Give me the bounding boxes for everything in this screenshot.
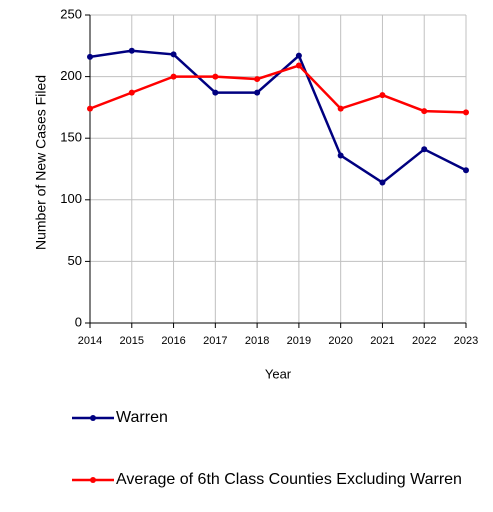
y-tick-label: 100 bbox=[60, 191, 82, 206]
legend-icon bbox=[72, 477, 114, 483]
x-tick-label: 2020 bbox=[328, 335, 352, 347]
data-point bbox=[87, 105, 93, 112]
legend-entry: Average of 6th Class Counties Excluding … bbox=[72, 470, 491, 490]
data-point bbox=[379, 92, 386, 99]
data-point bbox=[421, 146, 428, 153]
y-tick-label: 250 bbox=[60, 6, 82, 21]
x-tick-label: 2017 bbox=[203, 335, 227, 347]
data-point bbox=[170, 51, 177, 58]
y-tick-label: 150 bbox=[60, 130, 82, 145]
data-point bbox=[170, 73, 177, 80]
x-tick-label: 2022 bbox=[412, 335, 436, 347]
data-point bbox=[421, 108, 428, 115]
data-point bbox=[212, 89, 219, 96]
x-tick-label: 2015 bbox=[120, 335, 144, 347]
y-tick-label: 50 bbox=[68, 253, 82, 268]
x-tick-label: 2019 bbox=[287, 335, 311, 347]
y-tick-label: 0 bbox=[75, 314, 82, 329]
x-tick-label: 2018 bbox=[245, 335, 269, 347]
data-point bbox=[212, 73, 219, 80]
data-point bbox=[254, 89, 261, 96]
data-point bbox=[463, 167, 469, 174]
legend-marker bbox=[90, 477, 96, 483]
legend-marker bbox=[90, 415, 96, 421]
x-tick-label: 2016 bbox=[161, 335, 185, 347]
x-tick-label: 2023 bbox=[454, 335, 478, 347]
data-point bbox=[295, 52, 302, 59]
data-point bbox=[379, 179, 386, 186]
series-line bbox=[89, 49, 467, 185]
y-axis-label: Number of New Cases Filed bbox=[32, 74, 49, 251]
legend-label: Warren bbox=[116, 409, 168, 426]
x-axis-label: Year bbox=[265, 366, 292, 381]
data-point bbox=[128, 47, 135, 54]
chart: Year 0 50 100 150 200 250 2014 2015 2016 2017 2018… bbox=[60, 6, 478, 381]
x-tick-label: 2014 bbox=[78, 335, 102, 347]
x-tick-label: 2021 bbox=[370, 335, 394, 347]
legend-icon bbox=[72, 415, 114, 421]
data-point bbox=[463, 109, 469, 116]
y-tick-label: 200 bbox=[60, 68, 82, 83]
data-point bbox=[337, 105, 344, 112]
data-point bbox=[254, 76, 261, 83]
data-point bbox=[128, 89, 135, 96]
data-point bbox=[87, 53, 93, 60]
data-point bbox=[337, 152, 344, 159]
series-line bbox=[89, 64, 467, 114]
legend-entry: Warren bbox=[72, 408, 491, 428]
legend-label: Average of 6th Class Counties Excluding … bbox=[116, 471, 462, 488]
data-point bbox=[295, 62, 302, 69]
